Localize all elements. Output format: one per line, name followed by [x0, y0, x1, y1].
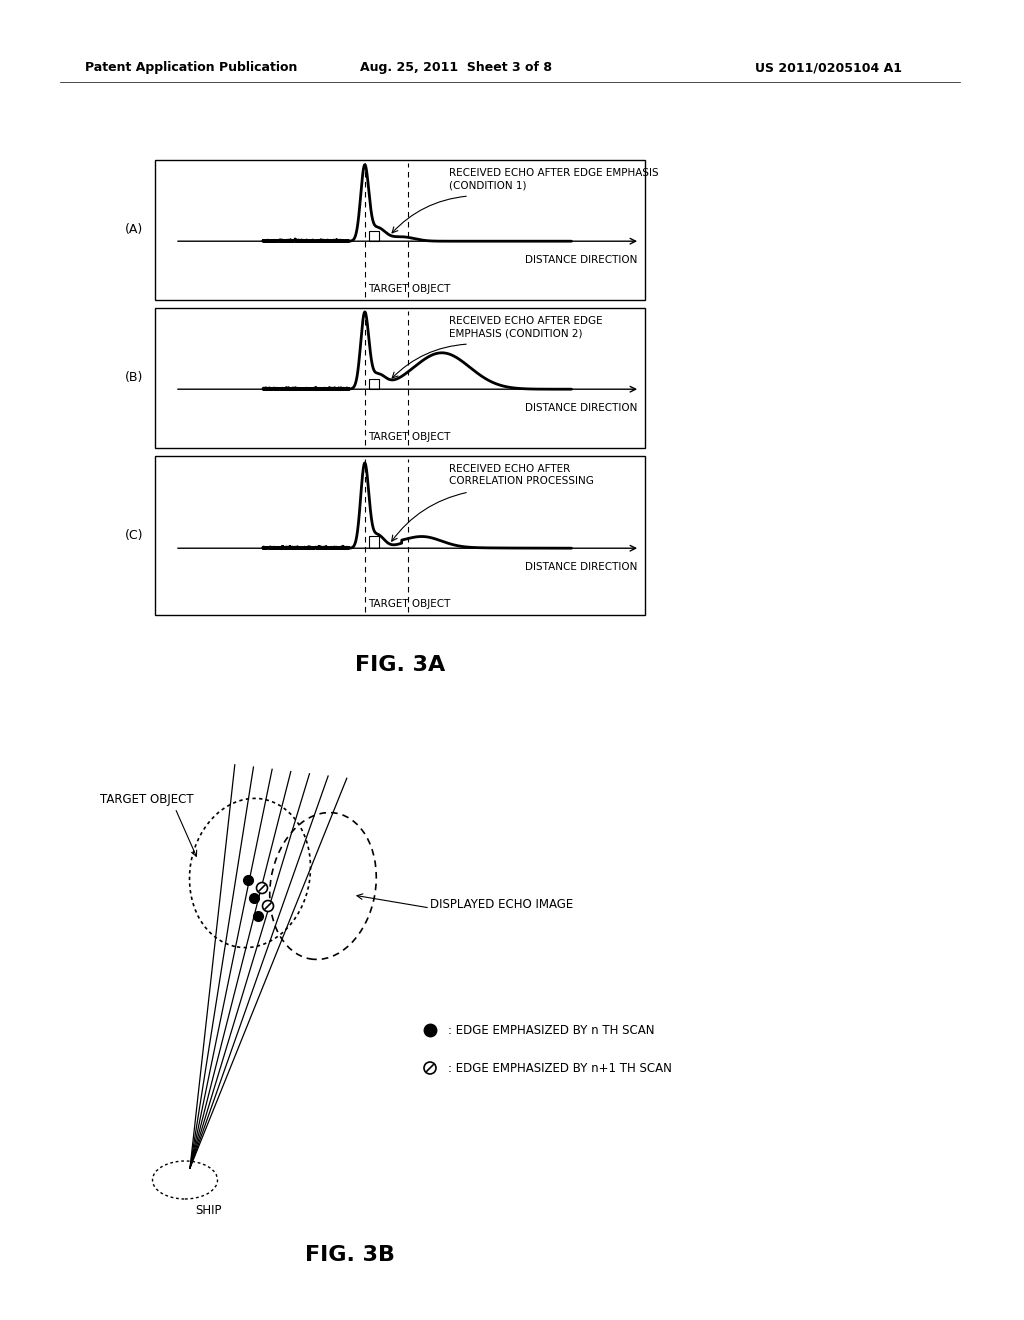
Text: US 2011/0205104 A1: US 2011/0205104 A1 — [755, 62, 902, 74]
Text: DISTANCE DIRECTION: DISTANCE DIRECTION — [524, 403, 637, 413]
Text: : EDGE EMPHASIZED BY n+1 TH SCAN: : EDGE EMPHASIZED BY n+1 TH SCAN — [449, 1061, 672, 1074]
Text: Aug. 25, 2011  Sheet 3 of 8: Aug. 25, 2011 Sheet 3 of 8 — [360, 62, 552, 74]
Text: FIG. 3B: FIG. 3B — [305, 1245, 395, 1265]
Bar — [369, 379, 379, 389]
Text: TARGET OBJECT: TARGET OBJECT — [368, 284, 450, 294]
Text: (C): (C) — [125, 529, 143, 543]
Text: RECEIVED ECHO AFTER EDGE
EMPHASIS (CONDITION 2): RECEIVED ECHO AFTER EDGE EMPHASIS (CONDI… — [449, 315, 603, 338]
Bar — [369, 231, 379, 242]
Text: DISTANCE DIRECTION: DISTANCE DIRECTION — [524, 562, 637, 573]
Bar — [369, 536, 379, 548]
Text: SHIP: SHIP — [195, 1204, 221, 1217]
Circle shape — [256, 883, 267, 894]
Text: : EDGE EMPHASIZED BY n TH SCAN: : EDGE EMPHASIZED BY n TH SCAN — [449, 1023, 654, 1036]
Text: RECEIVED ECHO AFTER
CORRELATION PROCESSING: RECEIVED ECHO AFTER CORRELATION PROCESSI… — [449, 465, 594, 486]
Text: DISTANCE DIRECTION: DISTANCE DIRECTION — [524, 255, 637, 265]
Text: DISPLAYED ECHO IMAGE: DISPLAYED ECHO IMAGE — [430, 899, 573, 912]
Text: (B): (B) — [125, 371, 143, 384]
Text: TARGET OBJECT: TARGET OBJECT — [100, 793, 194, 807]
Text: RECEIVED ECHO AFTER EDGE EMPHASIS
(CONDITION 1): RECEIVED ECHO AFTER EDGE EMPHASIS (CONDI… — [449, 168, 658, 190]
Text: (A): (A) — [125, 223, 143, 236]
Circle shape — [262, 900, 273, 912]
Text: TARGET OBJECT: TARGET OBJECT — [368, 432, 450, 442]
Circle shape — [424, 1063, 436, 1074]
Text: Patent Application Publication: Patent Application Publication — [85, 62, 297, 74]
Bar — [155, 308, 645, 447]
Text: TARGET OBJECT: TARGET OBJECT — [368, 599, 450, 609]
Text: FIG. 3A: FIG. 3A — [355, 655, 445, 675]
Bar — [155, 455, 645, 615]
Bar — [155, 160, 645, 300]
